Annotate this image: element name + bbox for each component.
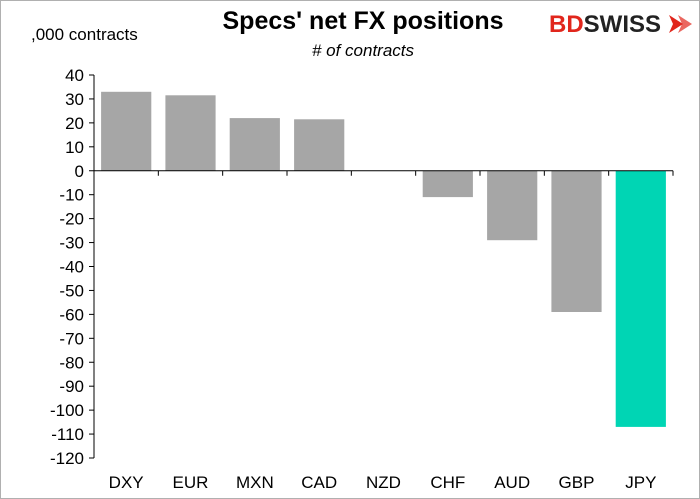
bar-mxn <box>229 118 280 171</box>
x-tick-label-cad: CAD <box>301 473 337 492</box>
y-tick-label: -40 <box>59 258 84 277</box>
y-tick-label: 40 <box>65 66 84 85</box>
y-tick-label: -100 <box>50 401 84 420</box>
y-tick-label: -30 <box>59 234 84 253</box>
bar-chf <box>422 170 473 198</box>
logo-chevron-icon <box>669 15 692 33</box>
y-tick-label: 10 <box>65 138 84 157</box>
y-tick-label: -70 <box>59 329 84 348</box>
y-tick-label: 20 <box>65 114 84 133</box>
chart-subtitle: # of contracts <box>311 41 415 60</box>
x-tick-label-nzd: NZD <box>366 473 401 492</box>
svg-text:BDSWISS: BDSWISS <box>549 11 661 36</box>
bar-gbp <box>551 170 602 312</box>
bdswiss-logo: BDSWISS <box>549 11 692 36</box>
x-tick-label-eur: EUR <box>173 473 209 492</box>
y-tick-label: -20 <box>59 210 84 229</box>
x-tick-label-dxy: DXY <box>109 473 144 492</box>
bar-eur <box>165 95 216 171</box>
y-tick-label: 30 <box>65 90 84 109</box>
bar-dxy <box>101 91 152 171</box>
y-tick-label: -90 <box>59 377 84 396</box>
x-tick-label-gbp: GBP <box>559 473 595 492</box>
logo-text-bd: BD <box>549 11 584 36</box>
x-tick-label-mxn: MXN <box>236 473 274 492</box>
y-tick-label: -110 <box>51 425 84 444</box>
bar-cad <box>294 119 345 171</box>
x-tick-label-aud: AUD <box>494 473 530 492</box>
x-tick-label-jpy: JPY <box>625 473 656 492</box>
y-tick-label: -10 <box>59 186 84 205</box>
y-tick-label: -80 <box>59 353 84 372</box>
x-tick-label-chf: CHF <box>430 473 465 492</box>
y-tick-label: -120 <box>50 449 84 468</box>
y-tick-label: 0 <box>75 162 84 181</box>
y-axis-units-label: ,000 contracts <box>31 25 138 44</box>
y-tick-label: -60 <box>59 305 84 324</box>
chart-title: Specs' net FX positions <box>222 7 504 35</box>
logo-text-swiss: SWISS <box>584 11 661 36</box>
bar-jpy <box>615 170 666 427</box>
y-tick-label: -50 <box>59 281 84 300</box>
bar-aud <box>487 170 538 241</box>
